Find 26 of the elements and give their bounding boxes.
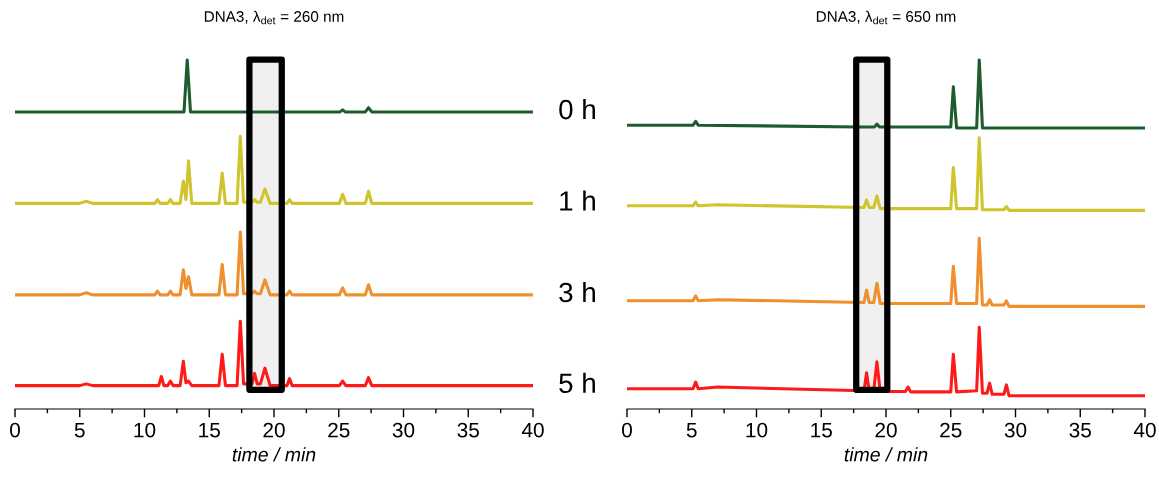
x-tick-label: 5 bbox=[74, 422, 85, 438]
x-tick-label: 10 bbox=[134, 422, 156, 438]
x-tick-label: 0 bbox=[622, 422, 632, 438]
x-tick-label: 5 bbox=[686, 422, 697, 438]
x-tick-label: 40 bbox=[521, 422, 544, 438]
chart-title: DNA3, λ$_{det}$ = 260 nm bbox=[204, 10, 344, 25]
x-tick-label: 15 bbox=[811, 422, 832, 438]
x-axis-title: time / min bbox=[232, 447, 316, 462]
x-tick-label: 30 bbox=[1004, 422, 1027, 438]
series-label: 1 h bbox=[560, 190, 595, 211]
x-tick-label: 20 bbox=[875, 422, 897, 438]
x-tick-label: 15 bbox=[199, 422, 220, 438]
series-label: 0 h bbox=[559, 98, 595, 120]
x-tick-label: 20 bbox=[263, 422, 285, 438]
chart-title: DNA3, λ$_{det}$ = 650 nm bbox=[816, 10, 956, 25]
x-tick-label: 35 bbox=[457, 422, 479, 438]
x-tick-label: 35 bbox=[1069, 422, 1091, 438]
x-tick-label: 25 bbox=[328, 422, 350, 438]
x-tick-label: 0 bbox=[10, 422, 20, 438]
x-tick-label: 40 bbox=[1133, 422, 1156, 438]
x-tick-label: 30 bbox=[392, 422, 415, 438]
x-tick-label: 25 bbox=[940, 422, 962, 438]
x-tick-label: 10 bbox=[746, 422, 768, 438]
series-label: 3 h bbox=[559, 281, 595, 303]
x-axis-title: time / min bbox=[844, 447, 928, 462]
series-label: 5 h bbox=[559, 372, 595, 394]
